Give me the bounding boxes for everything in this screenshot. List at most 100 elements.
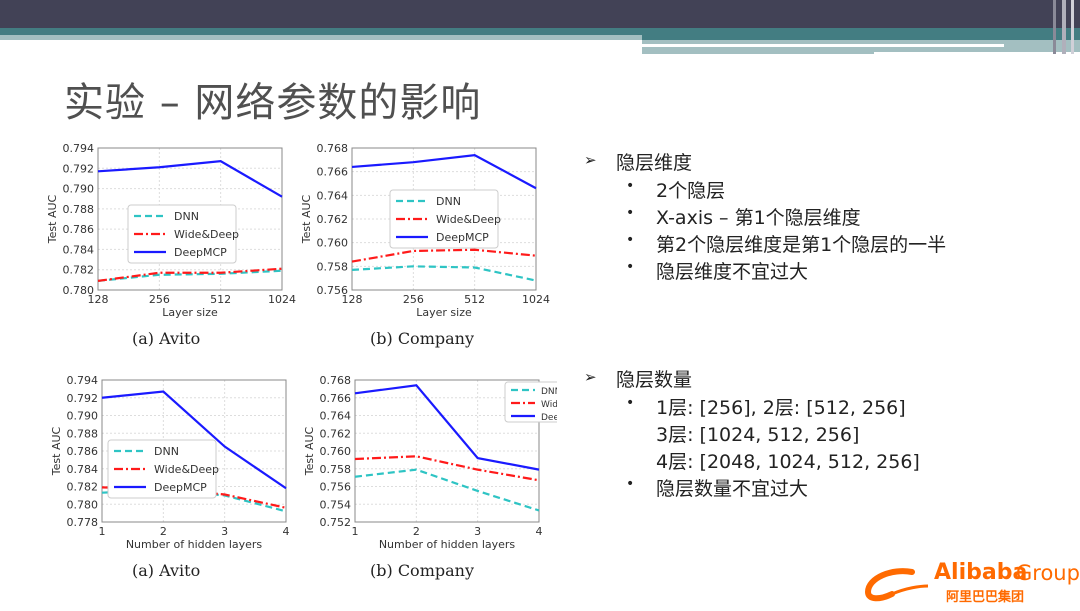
x-tick-label: 2 (160, 525, 167, 538)
y-tick-label: 0.762 (317, 213, 349, 226)
y-tick-label: 0.794 (67, 374, 99, 387)
y-tick-label: 0.788 (67, 427, 99, 440)
chart-layer-size-avito: 0.780 0.782 0.784 0.786 0.788 0.790 0.792 0.794… (46, 142, 296, 319)
bullet-text: 4层: [2048, 1024, 512, 256] (656, 451, 920, 473)
legend-label: DNN (541, 387, 557, 397)
legend-box (389, 189, 499, 249)
legend-label: DeepMCP (174, 246, 227, 259)
plot-frame (97, 147, 283, 291)
y-axis-label: Test AUC (303, 426, 316, 476)
x-axis-label: Number of hidden layers (379, 538, 516, 551)
legend-label: Wide&Deep (174, 228, 239, 241)
x-tick-label: 1024 (268, 293, 296, 306)
alibaba-group-logo: Alibaba Group 阿里巴巴集团 (862, 560, 1080, 605)
chart-hidden-layers-company: 0.752 0.754 0.756 0.758 0.760 0.762 0.764 0.766… (303, 374, 557, 551)
bullet-text: 第2个隐层维度是第1个隐层的一半 (656, 234, 947, 256)
y-tick-label: 0.784 (67, 463, 99, 476)
y-tick-label: 0.782 (67, 481, 99, 494)
bullet-text: 1层: [256], 2层: [512, 256] (656, 397, 906, 419)
x-tick-label: 4 (536, 525, 543, 538)
y-tick-label: 0.788 (63, 203, 95, 216)
y-tick-label: 0.768 (320, 374, 352, 387)
bullet-icon: • (626, 178, 635, 194)
y-tick-label: 0.754 (320, 498, 352, 511)
x-axis-label: Layer size (162, 306, 218, 319)
bullet-icon: • (626, 476, 635, 492)
bullet-text: 隐层数量不宜过大 (656, 478, 809, 500)
x-tick-label: 512 (464, 293, 485, 306)
y-axis-label: Test AUC (50, 426, 63, 476)
y-tick-label: 0.768 (317, 142, 349, 155)
chart-hidden-layers-avito: 0.778 0.780 0.782 0.784 0.786 0.788 0.790 0.792… (50, 374, 290, 551)
y-tick-label: 0.786 (63, 223, 95, 236)
series-line-wide-deep (351, 248, 537, 263)
legend-box (107, 439, 217, 499)
series-line-dnn (351, 265, 537, 282)
series-line-dnn (354, 468, 540, 512)
y-tick-label: 0.758 (317, 260, 349, 273)
x-tick-label: 3 (474, 525, 481, 538)
legend-label: DNN (154, 445, 179, 458)
y-tick-label: 0.780 (67, 498, 99, 511)
x-tick-label: 128 (88, 293, 109, 306)
section-heading: 隐层数量 (616, 369, 693, 391)
chart-caption: (b) Company (370, 561, 474, 580)
y-tick-label: 0.760 (320, 445, 352, 458)
bullet-icon: • (626, 232, 635, 248)
chart-caption: (a) Avito (132, 561, 201, 580)
y-tick-label: 0.790 (67, 410, 99, 423)
series-line-dnn (97, 269, 283, 282)
legend-label: DeepMCP (436, 231, 489, 244)
x-tick-label: 256 (403, 293, 424, 306)
y-axis-label: Test AUC (46, 194, 59, 244)
x-tick-label: 128 (342, 293, 363, 306)
y-tick-label: 0.756 (320, 481, 352, 494)
y-tick-label: 0.760 (317, 237, 349, 250)
y-tick-label: 0.758 (320, 463, 352, 476)
y-tick-label: 0.764 (320, 410, 352, 423)
y-tick-label: 0.752 (320, 516, 352, 529)
x-tick-label: 3 (221, 525, 228, 538)
plot-frame (101, 379, 287, 523)
y-tick-label: 0.764 (317, 189, 349, 202)
chart-caption: (b) Company (370, 329, 474, 348)
legend-label: Wide&Deep (154, 463, 219, 476)
x-tick-label: 1024 (522, 293, 550, 306)
y-tick-label: 0.782 (63, 264, 95, 277)
plot-frame (351, 147, 537, 291)
series-line-deepmcp (351, 153, 537, 190)
legend-label: DNN (436, 195, 461, 208)
y-tick-label: 0.792 (67, 392, 99, 405)
y-tick-label: 0.756 (317, 284, 349, 297)
bullet-text: 隐层维度不宜过大 (656, 261, 809, 283)
legend-label: DNN (174, 210, 199, 223)
series-line-deepmcp (97, 160, 283, 198)
alibaba-smile-icon (864, 568, 929, 602)
y-tick-label: 0.786 (67, 445, 99, 458)
section-heading: 隐层维度 (616, 152, 693, 174)
y-axis-label: Test AUC (300, 194, 313, 244)
bullet-text: 2个隐层 (656, 180, 726, 202)
arrow-bullet-icon: ➢ (584, 368, 597, 386)
legend-label: DeepMCP (541, 413, 557, 423)
series-line-deepmcp (101, 390, 287, 490)
legend-label: DeepMCP (154, 481, 207, 494)
y-tick-label: 0.762 (320, 427, 352, 440)
y-tick-label: 0.766 (317, 166, 349, 179)
bullet-text: 3层: [1024, 512, 256] (656, 424, 860, 446)
bullet-icon: • (626, 395, 635, 411)
x-tick-label: 2 (413, 525, 420, 538)
y-tick-label: 0.784 (63, 243, 95, 256)
legend-label: Wide&Deep (436, 213, 501, 226)
x-tick-label: 4 (283, 525, 290, 538)
x-tick-label: 1 (352, 525, 359, 538)
bullet-text: X-axis – 第1个隐层维度 (656, 207, 861, 229)
legend-label: Wide&Deep (541, 400, 557, 410)
logo-brand: Alibaba (934, 560, 1028, 585)
y-tick-label: 0.766 (320, 392, 352, 405)
x-tick-label: 256 (149, 293, 170, 306)
y-tick-label: 0.792 (63, 162, 95, 175)
y-tick-label: 0.778 (67, 516, 99, 529)
plot-frame (354, 379, 540, 523)
